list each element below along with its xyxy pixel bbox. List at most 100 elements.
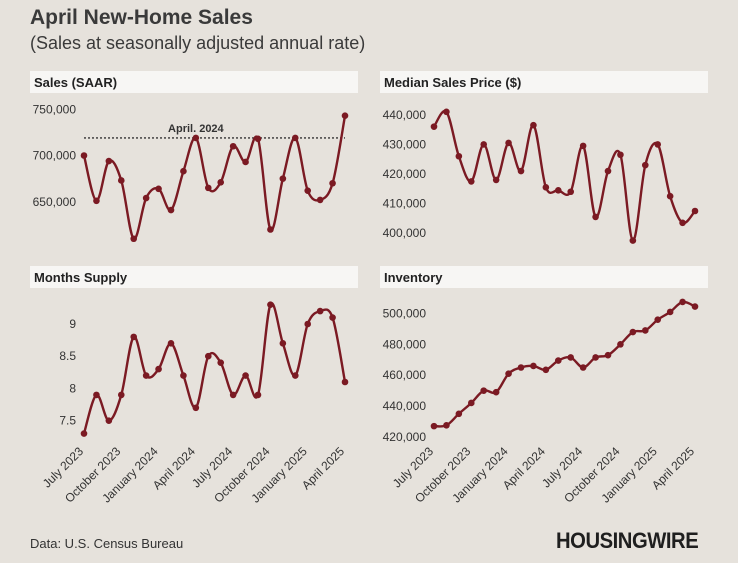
- y-tick-label: 430,000: [383, 137, 427, 151]
- data-point: [279, 340, 287, 347]
- y-tick-label: 420,000: [383, 167, 427, 181]
- data-point: [192, 404, 200, 412]
- data-point: [204, 184, 212, 192]
- data-point: [180, 167, 187, 175]
- data-point: [267, 301, 274, 308]
- series-line: [82, 302, 347, 434]
- y-tick-label: 9: [69, 317, 76, 331]
- series-line: [82, 115, 347, 240]
- y-tick-label: 440,000: [383, 399, 427, 413]
- data-point: [691, 207, 699, 215]
- data-point: [592, 354, 599, 361]
- y-tick-label: 750,000: [33, 102, 77, 116]
- data-point: [117, 391, 125, 399]
- panel-title: Sales (SAAR): [34, 75, 117, 90]
- data-point: [93, 197, 100, 205]
- y-tick-label: 420,000: [383, 430, 427, 444]
- reference-annotation: April. 2024: [168, 123, 225, 135]
- data-point: [304, 320, 312, 328]
- data-point: [467, 399, 475, 407]
- data-point: [155, 365, 162, 373]
- y-tick-label: 480,000: [383, 337, 427, 351]
- data-point: [316, 196, 324, 204]
- data-point: [217, 359, 225, 366]
- data-point: [430, 123, 438, 130]
- data-point: [167, 340, 175, 347]
- data-point: [80, 430, 88, 437]
- data-point: [604, 167, 612, 175]
- data-point: [554, 357, 562, 364]
- data-point: [254, 135, 262, 143]
- panel-title: Median Sales Price ($): [384, 75, 521, 90]
- data-point: [130, 235, 138, 243]
- data-point: [691, 303, 699, 310]
- data-point: [567, 354, 575, 361]
- data-point: [167, 206, 175, 214]
- data-point: [579, 364, 587, 371]
- y-tick-label: 400,000: [383, 226, 427, 240]
- panel-title: Inventory: [384, 270, 443, 285]
- data-point: [542, 184, 550, 191]
- series-line: [433, 300, 696, 428]
- data-point: [455, 410, 463, 418]
- data-point: [430, 422, 438, 430]
- data-point: [480, 141, 488, 148]
- data-point: [304, 187, 312, 194]
- data-point: [291, 372, 299, 379]
- panel-header: [30, 71, 358, 93]
- y-tick-label: 7.5: [59, 414, 76, 428]
- data-point: [155, 185, 162, 193]
- data-point: [229, 142, 237, 150]
- data-point: [579, 142, 587, 150]
- panel-title: Months Supply: [34, 270, 128, 285]
- data-point: [517, 364, 525, 371]
- data-point: [542, 366, 550, 374]
- data-point: [455, 152, 463, 160]
- data-point: [592, 213, 599, 221]
- data-point: [204, 352, 212, 360]
- data-point: [629, 328, 637, 336]
- data-point: [641, 327, 649, 334]
- data-point: [666, 192, 674, 200]
- data-point: [443, 108, 450, 116]
- data-point: [492, 388, 500, 396]
- data-point: [291, 134, 299, 142]
- data-point: [267, 226, 274, 233]
- housingwire-logo: HOUSINGWIRE: [556, 528, 699, 553]
- data-point: [279, 175, 287, 182]
- data-point: [180, 372, 187, 379]
- data-point: [480, 387, 488, 394]
- chart-subtitle: (Sales at seasonally adjusted annual rat…: [30, 33, 366, 53]
- data-point: [217, 179, 225, 186]
- data-point: [641, 161, 649, 169]
- data-point: [242, 158, 249, 166]
- y-tick-label: 460,000: [383, 368, 427, 382]
- data-point: [679, 219, 686, 227]
- series-line: [432, 109, 696, 242]
- data-point: [492, 176, 500, 184]
- data-point: [467, 178, 475, 185]
- y-tick-label: 410,000: [383, 197, 427, 211]
- data-point: [530, 362, 537, 370]
- panel-header: [380, 266, 708, 288]
- data-point: [80, 152, 88, 159]
- data-point: [229, 391, 237, 399]
- data-point: [142, 372, 150, 379]
- panel-header: [380, 71, 708, 93]
- data-point: [105, 157, 113, 165]
- data-point: [505, 139, 512, 147]
- data-point: [666, 308, 674, 316]
- data-point: [254, 391, 262, 399]
- data-point: [554, 186, 562, 194]
- data-point: [654, 316, 662, 323]
- y-tick-label: 500,000: [383, 307, 427, 321]
- data-point: [517, 167, 525, 175]
- source-note: Data: U.S. Census Bureau: [30, 536, 184, 551]
- data-point: [679, 298, 686, 306]
- data-point: [341, 112, 349, 120]
- data-point: [443, 422, 450, 429]
- data-point: [105, 417, 113, 424]
- data-point: [242, 372, 249, 379]
